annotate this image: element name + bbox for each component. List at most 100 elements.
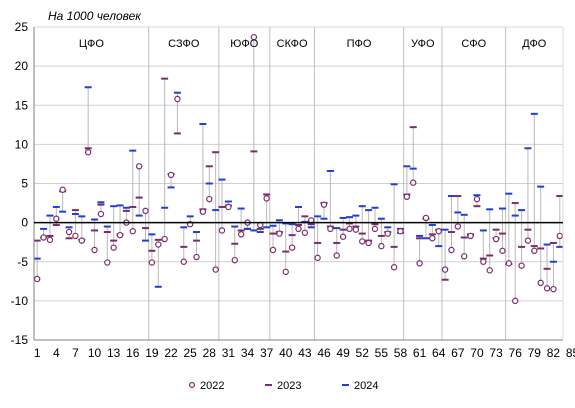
mark-2022 <box>410 179 417 186</box>
x-tick-label: 52 <box>356 346 370 360</box>
mark-2022 <box>110 244 117 251</box>
region-label: ЦФО <box>79 38 105 50</box>
mark-2022 <box>448 246 455 254</box>
x-tick-label: 16 <box>126 346 140 360</box>
mark-2022 <box>441 266 449 273</box>
data-marks <box>33 33 564 305</box>
mark-2022 <box>282 268 289 276</box>
mark-2022 <box>499 247 506 254</box>
mark-2022 <box>33 275 41 283</box>
mark-2022 <box>435 228 442 235</box>
x-tick-label: 61 <box>413 346 427 360</box>
mark-2022 <box>327 225 334 233</box>
mark-2022 <box>531 247 538 254</box>
mark-2022 <box>65 228 73 236</box>
mark-2022 <box>218 227 226 234</box>
legend-label-2023: 2023 <box>277 380 301 392</box>
region-label: УФО <box>411 38 435 50</box>
x-tick-label: 7 <box>72 346 79 360</box>
legend-label-2022: 2022 <box>200 380 224 392</box>
x-tick-label: 46 <box>317 346 331 360</box>
region-label: СФО <box>461 38 486 50</box>
mark-2022 <box>556 232 564 240</box>
mark-2022 <box>161 235 168 243</box>
mark-2022 <box>237 231 245 238</box>
axes <box>33 26 564 341</box>
mark-2022 <box>250 33 258 41</box>
mark-2022 <box>276 230 283 237</box>
mark-2022 <box>46 236 54 244</box>
x-tick-label: 55 <box>375 346 389 360</box>
x-tick-label: 40 <box>279 346 293 360</box>
mark-2022 <box>295 225 302 233</box>
mark-2022 <box>78 237 86 244</box>
x-tick-label: 58 <box>394 346 408 360</box>
mark-2022 <box>467 232 474 240</box>
mark-2022 <box>543 285 551 292</box>
y-tick-label: 25 <box>15 20 29 34</box>
mark-2022 <box>473 195 481 203</box>
mark-2022 <box>461 253 468 260</box>
x-tick-label: 1 <box>34 346 41 360</box>
mark-2022 <box>333 252 340 259</box>
mark-2022 <box>59 186 66 193</box>
x-tick-label: 82 <box>547 346 561 360</box>
y-tick-label: 0 <box>21 216 28 230</box>
mark-2022 <box>53 215 60 222</box>
mark-2022 <box>365 239 372 247</box>
y-tick-label: 10 <box>15 137 29 151</box>
x-tick-label: 28 <box>203 346 217 360</box>
mark-2022 <box>84 148 92 156</box>
mark-2022 <box>129 228 136 235</box>
region-label: ПФО <box>347 38 372 50</box>
mark-2022 <box>422 214 430 222</box>
x-tick-label: 73 <box>489 346 503 360</box>
y-tick-label: 20 <box>15 59 29 73</box>
mark-2022 <box>371 225 379 233</box>
region-label: ЮФО <box>230 38 258 50</box>
axis-labels: -15 -10 -5 0 5 10 15 20 25 ЦФО СЗФО ЮФО СКФО ПФО УФО СФ… <box>11 20 575 360</box>
mark-2022 <box>193 253 200 261</box>
x-tick-label: 70 <box>470 346 484 360</box>
x-tick-label: 19 <box>145 346 159 360</box>
legend: 2022 2023 2024 <box>189 380 378 392</box>
mark-2022 <box>486 267 493 274</box>
x-tick-label: 13 <box>107 346 121 360</box>
mark-2022 <box>91 246 98 254</box>
mark-2022 <box>339 233 347 240</box>
mark-2022 <box>72 232 79 240</box>
x-tick-label: 25 <box>183 346 197 360</box>
y-tick-label: 15 <box>15 98 29 112</box>
mark-2022 <box>416 260 423 267</box>
x-tick-label: 67 <box>451 346 465 360</box>
mark-2022 <box>454 223 462 230</box>
x-tick-label: 79 <box>528 346 542 360</box>
y-tick-label: 5 <box>21 177 28 191</box>
mark-2022 <box>492 235 500 243</box>
mark-2022 <box>359 238 366 245</box>
mark-2022 <box>269 246 277 254</box>
mark-2022 <box>231 256 238 264</box>
mark-2022 <box>537 279 544 287</box>
x-tick-label: 4 <box>53 346 60 360</box>
x-tick-label: 49 <box>336 346 350 360</box>
mark-2022 <box>155 241 162 248</box>
x-tick-label: 76 <box>509 346 523 360</box>
mark-2022 <box>518 262 525 269</box>
grid-lines <box>34 26 563 341</box>
x-tick-label: 31 <box>222 346 236 360</box>
mark-2022 <box>314 254 321 262</box>
x-tick-label: 10 <box>88 346 102 360</box>
region-label: СЗФО <box>168 38 200 50</box>
mark-2022 <box>480 258 487 265</box>
mark-2022 <box>142 207 149 215</box>
mark-2022 <box>288 244 296 251</box>
mark-2022 <box>550 285 557 293</box>
x-tick-label: 22 <box>164 346 178 360</box>
mark-2022 <box>378 242 385 250</box>
x-tick-label: 37 <box>260 346 274 360</box>
region-boundaries <box>148 27 507 340</box>
x-tick-label: 43 <box>298 346 312 360</box>
mark-2022 <box>206 195 213 203</box>
